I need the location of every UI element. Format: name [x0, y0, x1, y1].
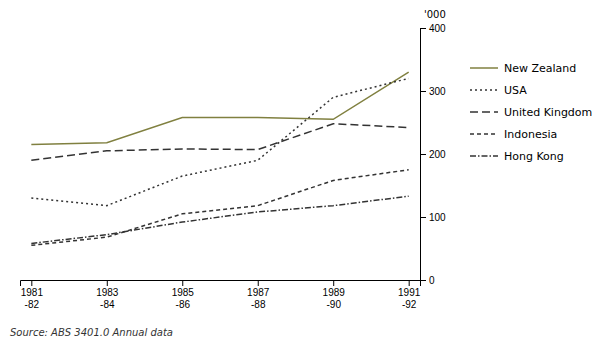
x-tick: 1985-86 — [172, 280, 195, 310]
y-tick: 200 — [420, 149, 446, 160]
legend-swatch — [470, 89, 498, 91]
x-tick-label-line: 1987 — [247, 287, 270, 298]
legend-label: Hong Kong — [504, 150, 564, 163]
legend-swatch — [470, 155, 498, 157]
x-tick-label-line: -82 — [25, 299, 40, 310]
x-axis: 1981-821983-841985-861987-881989-901991-… — [21, 280, 421, 310]
legend-item: Hong Kong — [470, 150, 564, 163]
y-tick-label: 400 — [429, 23, 446, 34]
legend-swatch — [470, 133, 498, 135]
x-tick-label-line: 1991 — [398, 287, 421, 298]
legend-item: New Zealand — [470, 62, 576, 75]
legend-swatch — [470, 67, 498, 69]
series-line — [31, 196, 408, 243]
x-axis-line — [21, 281, 421, 287]
chart: 1981-821983-841985-861987-881989-901991-… — [0, 0, 610, 342]
y-tick-mark — [420, 154, 426, 155]
x-tick: 1987-88 — [247, 280, 270, 310]
y-tick-mark — [420, 217, 426, 218]
x-tick: 1981-82 — [21, 280, 44, 310]
x-tick: 1991-92 — [398, 280, 421, 310]
x-tick-label-line: 1981 — [21, 287, 44, 298]
y-tick: 400 — [420, 23, 446, 34]
x-tick-mark — [107, 280, 108, 286]
y-tick-mark — [420, 28, 426, 29]
x-tick-label: 1983-84 — [96, 287, 119, 310]
x-tick-label-line: -88 — [251, 299, 266, 310]
x-tick-label-line: -86 — [176, 299, 191, 310]
legend-label: New Zealand — [504, 62, 576, 75]
series-line — [31, 170, 408, 246]
y-tick: 100 — [420, 212, 446, 223]
x-tick-label-line: 1989 — [323, 287, 346, 298]
y-tick: 300 — [420, 86, 446, 97]
y-axis-label: '000 — [424, 9, 446, 20]
y-tick: 0 — [420, 275, 435, 286]
x-tick-label-line: 1983 — [96, 287, 119, 298]
legend-item: United Kingdom — [470, 106, 592, 119]
legend: New Zealand USA United Kingdom Indonesia Hon… — [470, 62, 592, 163]
x-tick-label: 1985-86 — [172, 287, 195, 310]
legend-swatch — [470, 111, 498, 113]
y-tick-mark — [420, 280, 426, 281]
legend-label: Indonesia — [504, 128, 557, 141]
y-axis: 0 100 200 300 400 — [420, 23, 446, 286]
legend-label: USA — [504, 84, 527, 97]
x-tick-label: 1989-90 — [323, 287, 346, 310]
x-tick-mark — [409, 280, 410, 286]
series-line — [31, 78, 408, 205]
series-line — [31, 124, 408, 161]
series-line — [31, 72, 408, 144]
x-tick: 1983-84 — [96, 280, 119, 310]
legend-item: Indonesia — [470, 128, 557, 141]
x-tick-mark — [258, 280, 259, 286]
x-tick-mark — [31, 280, 32, 286]
y-tick-label: 100 — [429, 212, 446, 223]
y-tick-label: 300 — [429, 86, 446, 97]
lines — [31, 72, 408, 245]
x-tick-label-line: -84 — [100, 299, 115, 310]
x-tick-label-line: -90 — [326, 299, 341, 310]
source-note: Source: ABS 3401.0 Annual data — [10, 327, 173, 338]
y-tick-mark — [420, 91, 426, 92]
x-tick-mark — [333, 280, 334, 286]
x-tick-label-line: -92 — [402, 299, 417, 310]
x-tick: 1989-90 — [323, 280, 346, 310]
x-tick-label-line: 1985 — [172, 287, 195, 298]
y-tick-label: 200 — [429, 149, 446, 160]
y-axis-line — [421, 29, 427, 281]
legend-item: USA — [470, 84, 527, 97]
legend-label: United Kingdom — [504, 106, 592, 119]
y-tick-label: 0 — [429, 275, 435, 286]
x-tick-label: 1987-88 — [247, 287, 270, 310]
x-tick-label: 1981-82 — [21, 287, 44, 310]
x-tick-label: 1991-92 — [398, 287, 421, 310]
x-tick-mark — [182, 280, 183, 286]
